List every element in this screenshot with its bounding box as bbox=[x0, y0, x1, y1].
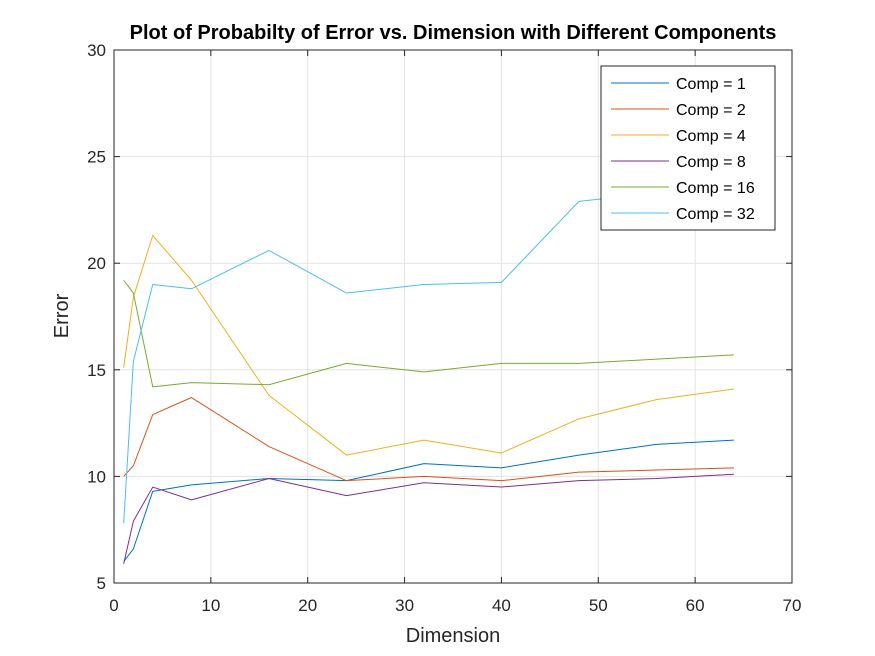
x-tick-label: 40 bbox=[492, 596, 511, 615]
x-tick-label: 30 bbox=[395, 596, 414, 615]
chart-title: Plot of Probabilty of Error vs. Dimensio… bbox=[130, 22, 777, 44]
series-line-4 bbox=[123, 473, 734, 564]
legend: Comp = 1 Comp = 2 Comp = 4 Comp = 8 Comp = 1… bbox=[600, 65, 776, 231]
x-axis-label: Dimension bbox=[406, 625, 500, 647]
y-tick-label: 20 bbox=[87, 254, 106, 273]
x-tick-label: 20 bbox=[298, 596, 317, 615]
legend-label: Comp = 32 bbox=[676, 206, 755, 223]
series-line-5 bbox=[123, 279, 734, 388]
y-tick-label: 15 bbox=[87, 361, 106, 380]
x-tick-label: 70 bbox=[783, 596, 802, 615]
legend-box bbox=[600, 65, 776, 231]
y-tick-label: 25 bbox=[87, 148, 106, 167]
y-axis-label: Error bbox=[51, 293, 73, 338]
series-line-3 bbox=[123, 234, 734, 456]
y-tick-label: 5 bbox=[97, 574, 106, 593]
series-line-2 bbox=[123, 397, 734, 482]
x-tick-label: 10 bbox=[201, 596, 220, 615]
x-axis-ticks: 0 10 20 30 40 50 60 70 bbox=[109, 50, 801, 615]
legend-label: Comp = 8 bbox=[676, 154, 746, 171]
x-tick-label: 0 bbox=[109, 596, 118, 615]
y-tick-label: 30 bbox=[87, 41, 106, 60]
x-tick-label: 60 bbox=[686, 596, 705, 615]
plot-frame bbox=[113, 49, 793, 584]
legend-label: Comp = 4 bbox=[676, 128, 746, 145]
y-tick-label: 10 bbox=[87, 467, 106, 486]
y-axis-ticks: 5 10 15 20 25 30 bbox=[87, 41, 792, 593]
legend-label: Comp = 1 bbox=[676, 76, 746, 93]
x-tick-label: 50 bbox=[589, 596, 608, 615]
legend-label: Comp = 16 bbox=[676, 180, 755, 197]
legend-label: Comp = 2 bbox=[676, 102, 746, 119]
